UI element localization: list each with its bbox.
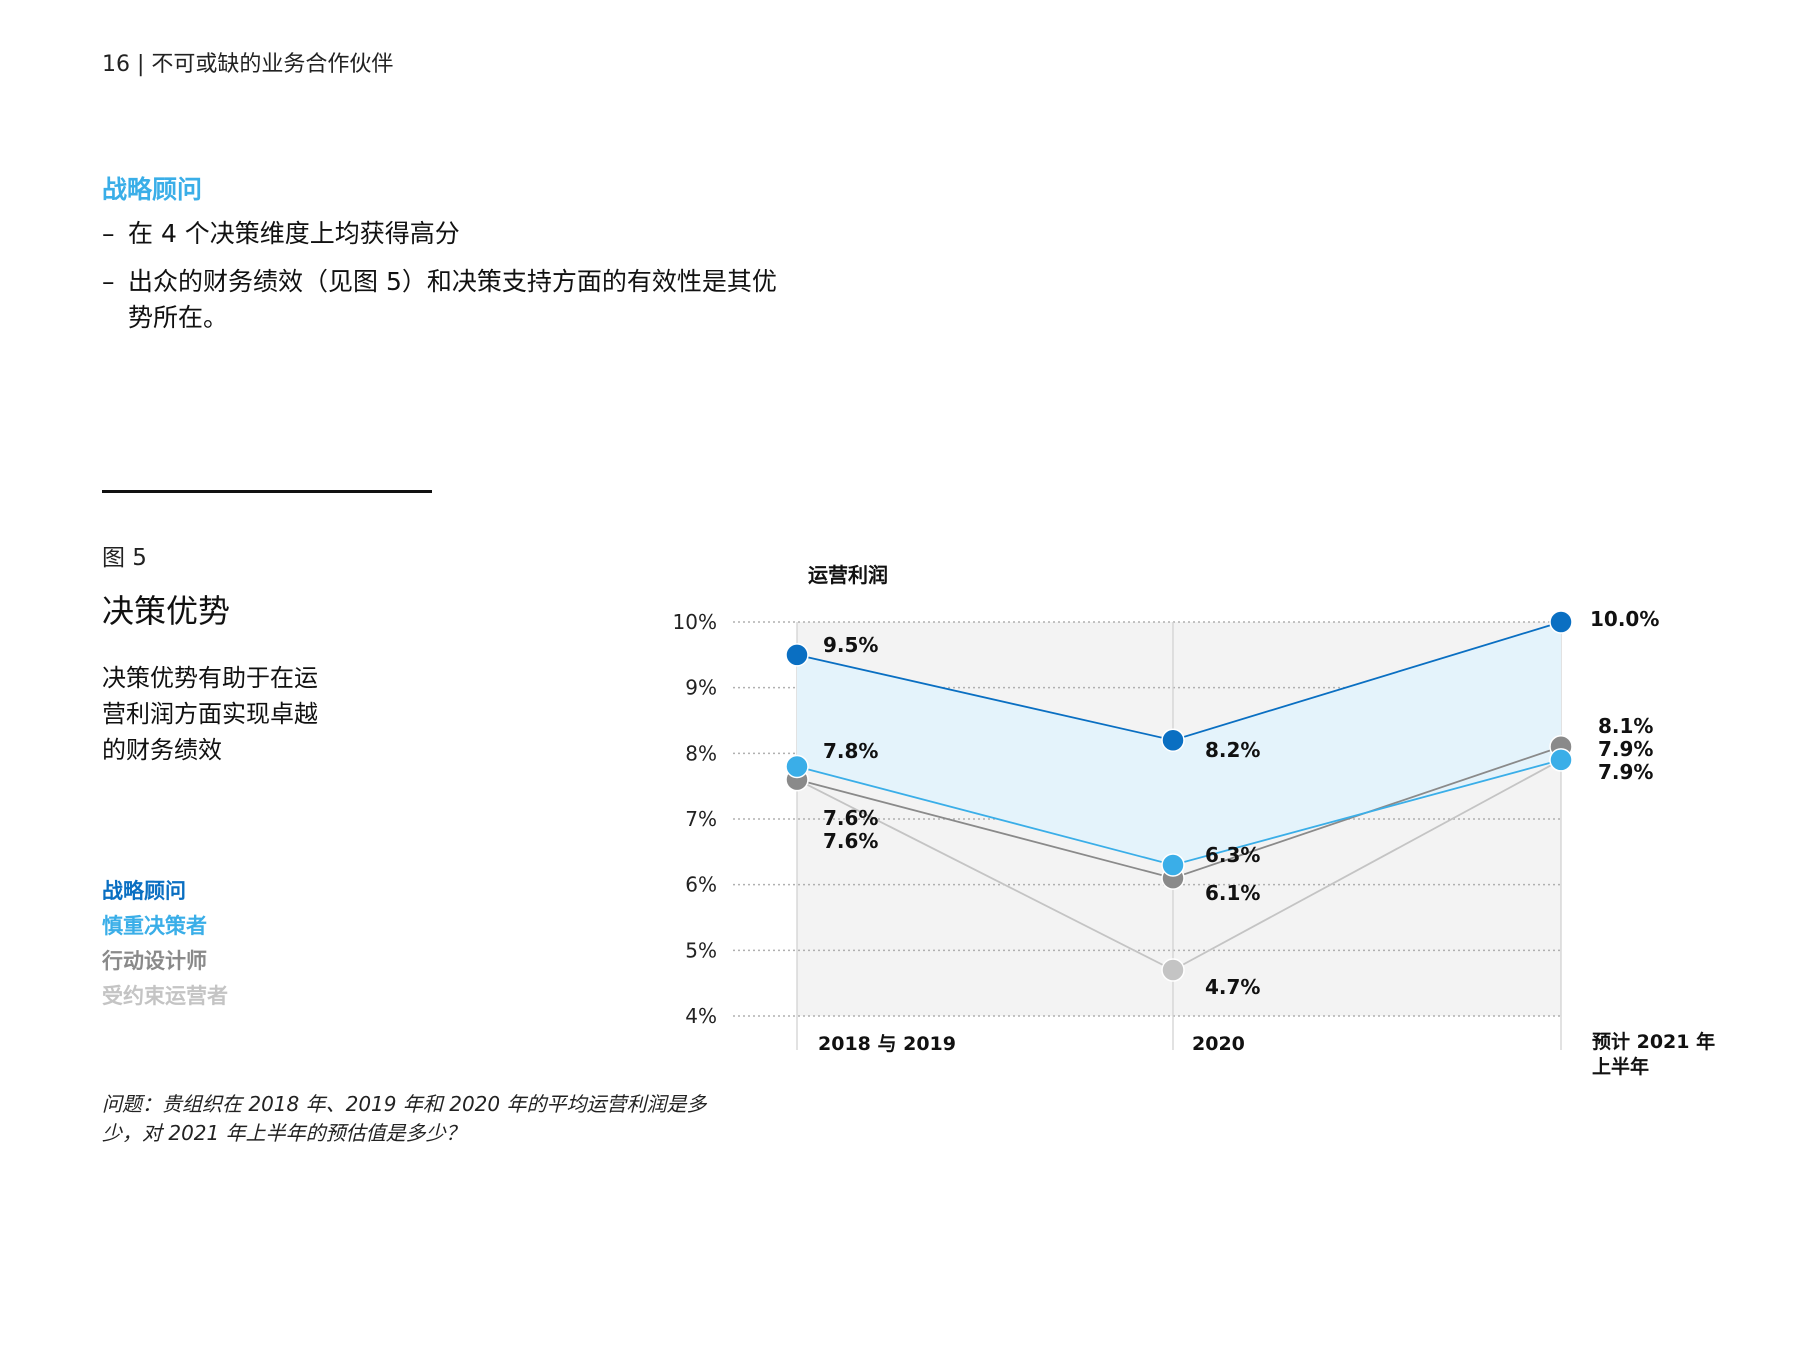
y-tick-label: 7%	[685, 807, 717, 831]
data-label-constrained: 4.7%	[1205, 975, 1260, 999]
legend-item-designer: 行动设计师	[102, 949, 207, 973]
survey-question: 问题：贵组织在 2018 年、2019 年和 2020 年的平均运营利润是多少，…	[102, 1092, 707, 1145]
x-category-label: 2020	[1192, 1033, 1245, 1055]
data-labels: 9.5% 8.2% 10.0% 7.8% 6.3% 7.9% 7.6% 6.1% 8.1% 7.6…	[823, 607, 1659, 999]
x-category-label: 预计 2021 年上半年	[1592, 1030, 1715, 1078]
data-label-prudent: 6.3%	[1205, 843, 1260, 867]
page-header: 16 | 不可或缺的业务合作伙伴	[102, 52, 394, 77]
y-tick-label: 4%	[685, 1004, 717, 1028]
y-tick-label: 5%	[685, 938, 717, 962]
y-tick-label: 8%	[685, 741, 717, 765]
data-point-strategic	[1549, 610, 1573, 634]
y-tick-label: 10%	[673, 610, 717, 634]
bullet-text: 在 4 个决策维度上均获得高分	[128, 219, 460, 248]
figure-description: 决策优势有助于在运营利润方面实现卓越的财务绩效	[102, 664, 318, 764]
data-point-prudent	[1161, 853, 1185, 877]
chart-legend: 战略顾问 慎重决策者 行动设计师 受约束运营者	[102, 874, 228, 1014]
bullet-text: 出众的财务绩效（见图 5）和决策支持方面的有效性是其优势所在。	[128, 267, 777, 332]
data-label-strategic: 10.0%	[1590, 607, 1659, 631]
chart-title: 运营利润	[808, 563, 888, 587]
figure-title: 决策优势	[102, 592, 231, 630]
data-label-strategic: 9.5%	[823, 633, 878, 657]
y-axis-labels: 10% 9% 8% 7% 6% 5% 4%	[673, 610, 717, 1028]
legend-item-constrained: 受约束运营者	[102, 984, 228, 1008]
y-tick-label: 9%	[685, 676, 717, 700]
data-label-prudent: 7.8%	[823, 739, 878, 763]
x-axis-labels: 2018 与 2019 2020 预计 2021 年上半年	[818, 1030, 1715, 1078]
bullet-dash: –	[102, 267, 115, 296]
section-title: 战略顾问	[102, 175, 203, 204]
data-label-constrained: 7.9%	[1598, 760, 1653, 784]
bullet-item: – 在 4 个决策维度上均获得高分	[102, 216, 788, 252]
data-label-strategic: 8.2%	[1205, 738, 1260, 762]
data-label-constrained: 7.6%	[823, 829, 878, 853]
bullet-item: – 出众的财务绩效（见图 5）和决策支持方面的有效性是其优势所在。	[102, 264, 788, 336]
y-tick-label: 6%	[685, 873, 717, 897]
data-label-prudent: 7.9%	[1598, 737, 1653, 761]
section-divider	[102, 490, 432, 493]
data-point-prudent	[1549, 748, 1573, 772]
data-label-designer: 7.6%	[823, 806, 878, 830]
data-point-strategic	[785, 643, 809, 667]
legend-item-prudent: 慎重决策者	[102, 914, 207, 938]
figure-label: 图 5	[102, 545, 147, 571]
bullet-dash: –	[102, 219, 115, 248]
data-point-constrained	[1161, 958, 1185, 982]
data-label-designer: 6.1%	[1205, 881, 1260, 905]
data-label-designer: 8.1%	[1598, 714, 1653, 738]
series-points	[785, 610, 1573, 982]
x-category-label: 2018 与 2019	[818, 1033, 956, 1055]
legend-item-strategic: 战略顾问	[102, 879, 186, 903]
data-point-prudent	[785, 754, 809, 779]
data-point-strategic	[1161, 728, 1185, 752]
